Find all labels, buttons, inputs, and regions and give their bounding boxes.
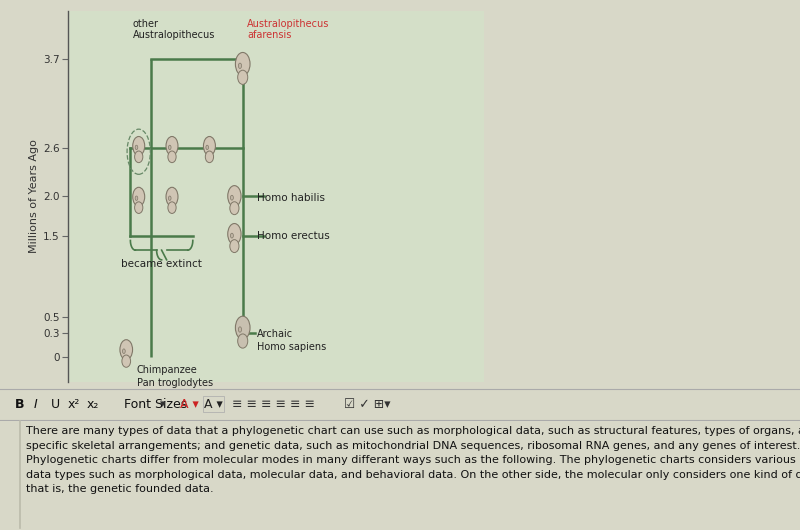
- Ellipse shape: [133, 187, 145, 206]
- Text: ▾: ▾: [160, 399, 166, 409]
- Ellipse shape: [228, 186, 241, 207]
- Ellipse shape: [168, 202, 176, 214]
- Ellipse shape: [120, 340, 133, 360]
- Text: B: B: [14, 398, 24, 411]
- Ellipse shape: [206, 151, 214, 163]
- Text: Chimpanzee
Pan troglodytes: Chimpanzee Pan troglodytes: [137, 366, 213, 388]
- Ellipse shape: [228, 224, 241, 244]
- Ellipse shape: [122, 349, 126, 354]
- Text: Homo habilis: Homo habilis: [258, 193, 326, 202]
- Ellipse shape: [166, 187, 178, 206]
- Ellipse shape: [122, 355, 130, 367]
- Text: I: I: [34, 398, 38, 411]
- Ellipse shape: [133, 137, 145, 155]
- Text: ≡ ≡ ≡ ≡ ≡ ≡: ≡ ≡ ≡ ≡ ≡ ≡: [232, 398, 315, 411]
- Text: ☑ ✓ ⊞▾: ☑ ✓ ⊞▾: [344, 398, 390, 411]
- Ellipse shape: [230, 233, 234, 238]
- Text: x₂: x₂: [86, 398, 98, 411]
- Ellipse shape: [168, 151, 176, 163]
- Text: Homo erectus: Homo erectus: [258, 232, 330, 242]
- Ellipse shape: [169, 145, 171, 149]
- Ellipse shape: [238, 63, 242, 68]
- Ellipse shape: [230, 240, 239, 253]
- Ellipse shape: [235, 52, 250, 75]
- Ellipse shape: [134, 151, 143, 163]
- Text: Font Sizes: Font Sizes: [124, 398, 187, 411]
- Text: A ▾: A ▾: [180, 398, 198, 411]
- Text: There are many types of data that a phylogenetic chart can use such as morpholog: There are many types of data that a phyl…: [26, 427, 800, 494]
- Text: other
Australopithecus: other Australopithecus: [133, 19, 215, 40]
- Ellipse shape: [169, 196, 171, 200]
- Text: U: U: [50, 398, 59, 411]
- Text: A ▾: A ▾: [204, 398, 222, 411]
- Ellipse shape: [235, 316, 250, 339]
- Text: became extinct: became extinct: [121, 259, 202, 269]
- Y-axis label: Millions of Years Ago: Millions of Years Ago: [29, 139, 39, 253]
- Ellipse shape: [206, 145, 209, 149]
- Ellipse shape: [238, 334, 248, 348]
- Ellipse shape: [134, 202, 143, 214]
- Text: Australopithecus
afarensis: Australopithecus afarensis: [247, 19, 330, 40]
- Ellipse shape: [230, 202, 239, 215]
- Text: Archaic
Homo sapiens: Archaic Homo sapiens: [258, 329, 326, 351]
- Ellipse shape: [135, 196, 138, 200]
- Ellipse shape: [166, 137, 178, 155]
- Ellipse shape: [238, 70, 248, 84]
- Ellipse shape: [135, 145, 138, 149]
- Ellipse shape: [238, 327, 242, 332]
- Ellipse shape: [203, 137, 215, 155]
- Ellipse shape: [230, 195, 234, 200]
- Text: x²: x²: [68, 398, 80, 411]
